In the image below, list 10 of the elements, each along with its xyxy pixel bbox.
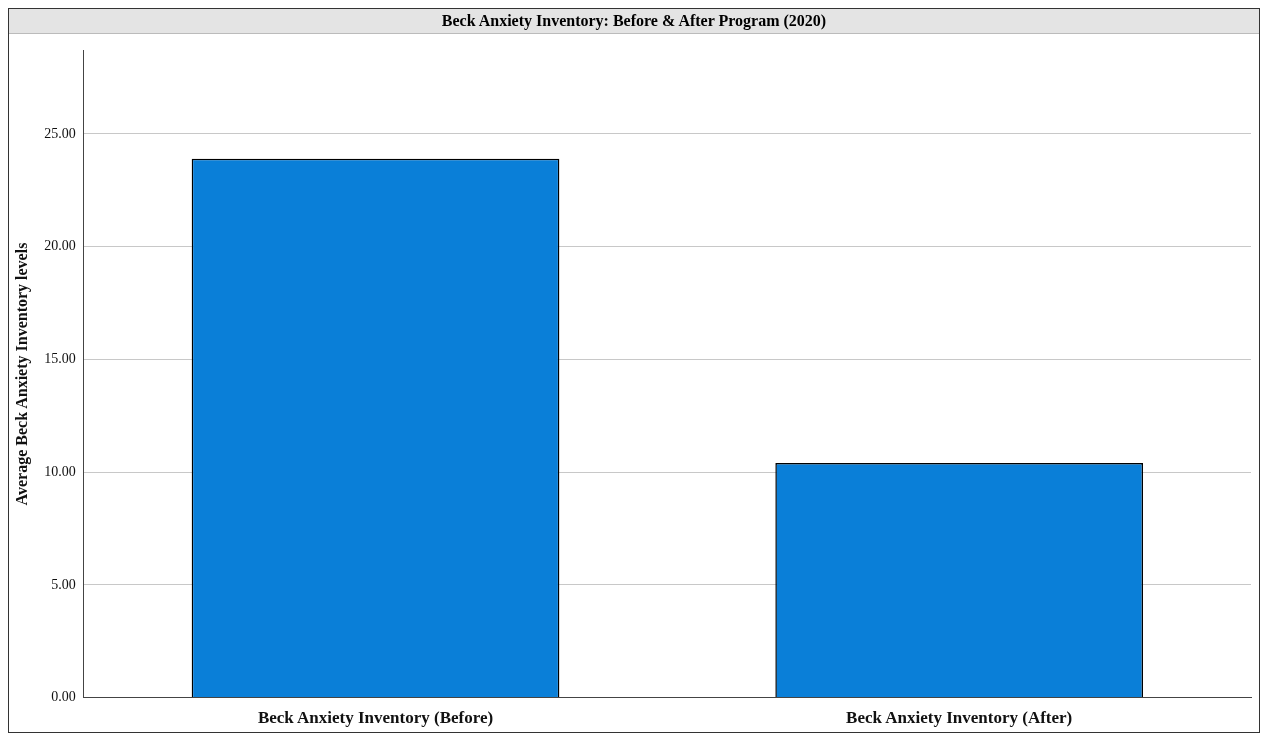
y-tick-label: 15.00 bbox=[44, 351, 76, 367]
y-tick-label: 0.00 bbox=[51, 689, 76, 705]
chart-title: Beck Anxiety Inventory: Before & After Program (2020) bbox=[9, 9, 1259, 34]
y-tick-label: 10.00 bbox=[44, 463, 76, 479]
y-tick-label: 5.00 bbox=[51, 576, 76, 592]
y-tick-label: 25.00 bbox=[44, 125, 76, 141]
y-tick-label: 20.00 bbox=[44, 238, 76, 254]
x-tick-label: Beck Anxiety Inventory (Before) bbox=[257, 708, 494, 728]
x-tick-label: Beck Anxiety Inventory (After) bbox=[846, 708, 1073, 728]
y-axis-title: Average Beck Anxiety Inventory levels bbox=[12, 242, 31, 506]
